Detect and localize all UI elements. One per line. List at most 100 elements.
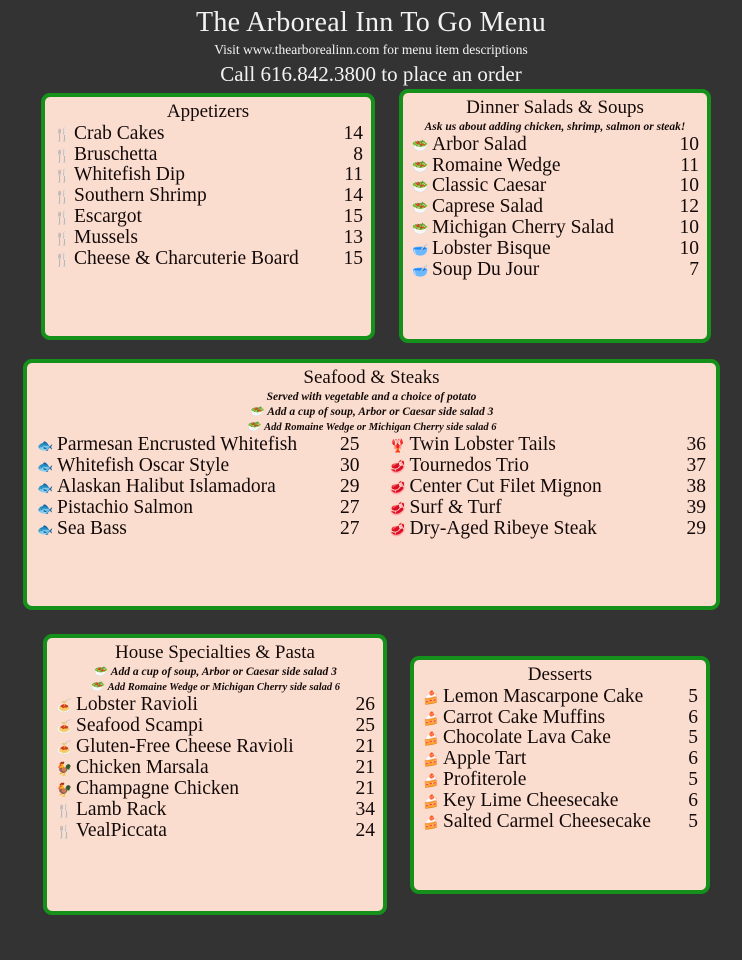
- menu-item-name: Sea Bass: [57, 517, 127, 539]
- menu-item-name: Parmesan Encrusted Whitefish: [57, 434, 298, 456]
- menu-item-row: 🍴 Bruschetta 8: [54, 144, 363, 166]
- salad-icon: 🥗: [93, 664, 107, 678]
- menu-item-price: 29: [340, 476, 360, 498]
- salad-icon: 🥗: [412, 159, 429, 175]
- seafood-note-served: Served with vegetable and a choice of po…: [266, 390, 477, 403]
- menu-item-price: 11: [344, 164, 363, 186]
- menu-item-row: 🥩 Tournedos Trio 37: [390, 455, 707, 477]
- fork-and-knife-icon: 🍴: [54, 169, 71, 185]
- menu-item-row: 🥗 Michigan Cherry Salad 10: [412, 217, 700, 239]
- menu-item-row: 🍰 Chocolate Lava Cake 5: [423, 728, 698, 749]
- lobster-icon: 🦞: [389, 439, 406, 455]
- menu-item-price: 13: [343, 227, 364, 249]
- menu-item-row: 🥗 Romaine Wedge 11: [412, 155, 699, 177]
- menu-item-name: Champagne Chicken: [76, 777, 239, 799]
- seafood-item-list: 🐟 Parmesan Encrusted Whitefish 25 🐟 Whitefis…: [37, 435, 372, 539]
- menu-item-price: 24: [355, 819, 376, 841]
- menu-item-row: 🍴 Escargot 15: [54, 206, 364, 228]
- fork-and-knife-icon: 🍴: [56, 803, 73, 819]
- menu-item-name: Salted Carmel Cheesecake: [443, 810, 651, 832]
- menu-item-price: 6: [688, 790, 698, 812]
- menu-item-price: 25: [355, 715, 376, 737]
- menu-item-price: 10: [679, 237, 700, 259]
- salad-icon: 🥗: [89, 680, 104, 694]
- menu-item-price: 29: [686, 517, 707, 539]
- menu-item-row: 🥩 Center Cut Filet Mignon 38: [390, 476, 707, 498]
- section-dinner-salads-soups: Dinner Salads & Soups Ask us about addin…: [399, 89, 711, 343]
- section-title-house: House Specialties & Pasta: [115, 642, 315, 663]
- section-title-appetizers: Appetizers: [166, 101, 250, 122]
- menu-item-price: 34: [355, 798, 376, 820]
- menu-item-row: 🥣 Soup Du Jour 7: [412, 258, 699, 281]
- menu-item-name: Whitefish Oscar Style: [57, 455, 230, 477]
- section-title-salads: Dinner Salads & Soups: [466, 97, 644, 118]
- seafood-note-addwedge-text: Add Romaine Wedge or Michigan Cherry sid…: [264, 422, 497, 434]
- menu-item-name: Pistachio Salmon: [57, 496, 193, 518]
- menu-item-price: 15: [343, 206, 364, 228]
- fork-and-knife-icon: 🍴: [56, 824, 73, 840]
- fish-icon: 🐟: [37, 522, 54, 538]
- salad-icon: 🥗: [412, 138, 429, 154]
- fork-and-knife-icon: 🍴: [54, 232, 71, 248]
- seafood-note-addwedge: 🥗 Add Romaine Wedge or Michigan Cherry s…: [27, 420, 716, 435]
- fish-icon: 🐟: [37, 501, 54, 517]
- pasta-icon: 🍝: [56, 699, 73, 715]
- menu-item-price: 10: [679, 175, 700, 197]
- menu-item-price: 10: [679, 133, 700, 155]
- menu-item-row: 🐓 Chicken Marsala 21: [56, 757, 376, 779]
- cake-slice-icon: 🍰: [423, 690, 440, 706]
- menu-item-name: Southern Shrimp: [74, 185, 207, 207]
- menu-item-name: Lobster Bisque: [432, 237, 551, 259]
- menu-item-row: 🍴 Southern Shrimp 14: [54, 185, 363, 207]
- menu-item-price: 6: [688, 706, 698, 728]
- menu-item-name: Seafood Scampi: [76, 715, 204, 737]
- menu-item-price: 21: [355, 757, 376, 779]
- menu-item-row: 🍰 Profiterole 5: [423, 769, 698, 791]
- menu-item-name: Cheese & Charcuterie Board: [74, 247, 299, 269]
- fork-and-knife-icon: 🍴: [54, 252, 71, 268]
- cake-slice-icon: 🍰: [423, 711, 440, 727]
- menu-item-name: Michigan Cherry Salad: [432, 217, 614, 239]
- menu-item-price: 37: [686, 455, 707, 477]
- menu-item-name: Carrot Cake Muffins: [443, 706, 606, 728]
- menu-item-name: Lamb Rack: [76, 798, 167, 820]
- menu-item-name: Dry-Aged Ribeye Steak: [409, 517, 597, 539]
- menu-item-price: 39: [686, 496, 707, 518]
- section-appetizers: Appetizers 🍴 Crab Cakes 14 🍴 Bruschetta 8 🍴 Whi…: [41, 93, 375, 340]
- menu-item-name: VealPiccata: [76, 819, 167, 841]
- salads-item-list: 🥗 Arbor Salad 10 🥗 Romaine Wedge 11 🥗 Classic C…: [403, 133, 707, 281]
- house-note-addsoup: 🥗 Add a cup of soup, Arbor or Caesar sid…: [47, 665, 383, 681]
- menu-item-price: 10: [679, 217, 700, 239]
- menu-item-name: Escargot: [74, 206, 142, 228]
- menu-item-name: Twin Lobster Tails: [409, 434, 556, 456]
- menu-item-name: Alaskan Halibut Islamadora: [57, 476, 276, 498]
- menu-item-price: 6: [688, 748, 698, 770]
- house-note-addwedge-text: Add Romaine Wedge or Michigan Cherry sid…: [107, 682, 341, 694]
- pasta-icon: 🍝: [56, 741, 73, 757]
- soup-bowl-icon: 🥣: [412, 263, 429, 279]
- menu-item-price: 21: [355, 777, 376, 799]
- cake-slice-icon: 🍰: [423, 774, 440, 790]
- section-house-specialties-pasta: House Specialties & Pasta 🥗 Add a cup of…: [43, 634, 387, 915]
- menu-item-name: Crab Cakes: [74, 122, 165, 144]
- menu-item-row: 🍴 Whitefish Dip 11: [54, 165, 363, 186]
- menu-item-name: Soup Du Jour: [432, 258, 540, 280]
- rooster-icon: 🐓: [56, 782, 73, 798]
- menu-item-price: 5: [688, 685, 698, 707]
- menu-item-price: 15: [343, 247, 364, 269]
- menu-item-row: 🍴 VealPiccata 24: [56, 819, 376, 842]
- menu-header: The Arboreal Inn To Go Menu Visit www.th…: [0, 0, 742, 88]
- menu-item-row: 🍰 Lemon Mascarpone Cake 5: [423, 685, 698, 708]
- salads-note: Ask us about adding chicken, shrimp, sal…: [424, 120, 686, 133]
- menu-item-name: Profiterole: [443, 769, 527, 791]
- salad-icon: 🥗: [249, 404, 264, 418]
- menu-item-name: Apple Tart: [443, 748, 527, 770]
- menu-item-name: Surf & Turf: [409, 496, 502, 518]
- menu-item-price: 14: [343, 122, 364, 144]
- menu-item-row: 🍰 Salted Carmel Cheesecake 5: [423, 810, 698, 833]
- menu-item-row: 🥗 Caprese Salad 12: [412, 196, 700, 218]
- menu-item-price: 12: [679, 196, 700, 218]
- salad-icon: 🥗: [246, 420, 261, 434]
- soup-bowl-icon: 🥣: [412, 242, 429, 258]
- fish-icon: 🐟: [37, 439, 54, 455]
